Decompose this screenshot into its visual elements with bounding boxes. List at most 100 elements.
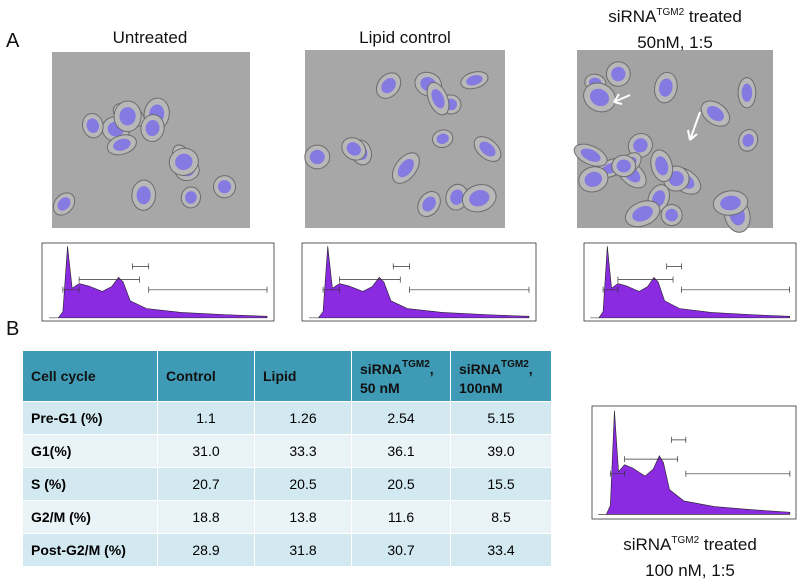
table-body: Pre-G1 (%) 1.1 1.26 2.54 5.15 G1(%) 31.0 33.3 36… — [22, 401, 552, 567]
row-label: S (%) — [22, 467, 158, 501]
header-cell: Cell cycle — [22, 350, 158, 402]
caption-sup: TGM2 — [671, 535, 700, 546]
nucleus — [217, 180, 232, 194]
table-cell: 20.5 — [351, 467, 451, 501]
microscopy-image — [304, 50, 505, 228]
table-row: S (%) 20.7 20.5 20.5 15.5 — [22, 467, 552, 501]
table-cell: 33.3 — [254, 434, 352, 468]
table-cell: 20.5 — [254, 467, 352, 501]
table-row: Post-G2/M (%) 28.9 31.8 30.7 33.4 — [22, 533, 552, 567]
gate-marker — [610, 470, 625, 477]
nucleus — [742, 133, 754, 147]
header-sup: TGM2 — [501, 358, 529, 370]
panel-label: A — [6, 30, 20, 52]
table-row: G1(%) 31.0 33.3 36.1 39.0 — [22, 434, 552, 468]
table-cell: 8.5 — [450, 500, 552, 534]
gate-marker — [409, 286, 530, 293]
table-cell: 31.0 — [157, 434, 255, 468]
header-text: siRNA — [360, 360, 403, 377]
table-cell: 2.54 — [351, 401, 451, 435]
gate-marker — [322, 286, 340, 293]
nucleus — [175, 153, 193, 170]
gate-marker — [681, 286, 790, 293]
table-cell: 15.5 — [450, 467, 552, 501]
gate-marker — [148, 286, 268, 293]
gate-marker — [132, 263, 150, 270]
arrow — [613, 93, 631, 105]
nucleus — [616, 159, 631, 173]
nucleus — [633, 138, 648, 153]
table-cell: 39.0 — [450, 434, 552, 468]
histogram-fill — [48, 246, 267, 318]
nucleus — [706, 106, 724, 122]
nucleus — [136, 186, 151, 205]
header-text: , — [429, 360, 434, 377]
nucleus — [589, 88, 610, 107]
table-cell: 1.1 — [157, 401, 255, 435]
nucleus — [185, 191, 197, 204]
nucleus — [381, 78, 396, 94]
header-text: siRNA — [459, 360, 502, 377]
nucleus — [346, 142, 361, 156]
gate-marker — [78, 276, 140, 283]
nucleus — [741, 83, 753, 102]
gate-marker — [617, 276, 674, 283]
nucleus — [436, 133, 449, 144]
nucleus — [119, 107, 136, 126]
header-text: , — [528, 360, 533, 377]
table-cell: 28.9 — [157, 533, 255, 567]
cell-cycle-table: Cell cycle Control Lipid siRNATGM2, 50 nM… — [22, 350, 552, 567]
nucleus — [632, 206, 653, 222]
table-cell: 5.15 — [450, 401, 552, 435]
nucleus — [479, 141, 496, 157]
caption-sup: TGM2 — [656, 7, 685, 18]
nucleus — [450, 189, 464, 205]
histogram — [591, 405, 797, 520]
table-row: Pre-G1 (%) 1.1 1.26 2.54 5.15 — [22, 401, 552, 435]
table-cell: 13.8 — [254, 500, 352, 534]
nucleus — [720, 195, 741, 211]
histogram-fill — [590, 246, 789, 318]
header-cell: Control — [157, 350, 255, 402]
table-cell: 31.8 — [254, 533, 352, 567]
nucleus — [86, 118, 99, 133]
caption-text: treated — [684, 7, 742, 26]
nucleus — [422, 196, 436, 212]
caption-text: treated — [699, 535, 757, 554]
nucleus — [655, 156, 669, 176]
nucleus — [580, 148, 601, 162]
header-text: 100nM — [459, 379, 503, 396]
histogram — [301, 242, 537, 322]
nucleus — [113, 138, 131, 151]
image-caption: Untreated — [112, 28, 188, 47]
caption-text: 50nM, 1:5 — [637, 33, 713, 52]
gate-marker — [685, 470, 791, 477]
caption-text: siRNA — [608, 7, 657, 26]
gate-marker — [602, 286, 619, 293]
header-cell: siRNATGM2, 50 nM — [351, 350, 451, 402]
row-label: G2/M (%) — [22, 500, 158, 534]
header-cell: Lipid — [254, 350, 352, 402]
header-cell: siRNATGM2, 100nM — [450, 350, 552, 402]
header-row: Cell cycle Control Lipid siRNATGM2, 50 nM… — [22, 350, 552, 402]
nucleus — [659, 78, 673, 97]
header-sup: TGM2 — [402, 358, 430, 370]
arrow — [687, 111, 701, 141]
row-label: G1(%) — [22, 434, 158, 468]
nucleus — [469, 190, 490, 207]
nucleus — [665, 208, 678, 222]
nucleus — [584, 171, 603, 187]
histogram — [583, 242, 797, 322]
nucleus — [466, 75, 483, 86]
caption-text: 100 nM, 1:5 — [645, 561, 735, 580]
image-caption: Lipid control — [359, 28, 451, 47]
bottom-caption: siRNATGM2 treated 100 nM, 1:5 — [590, 528, 790, 584]
nucleus — [145, 120, 160, 137]
table-cell: 30.7 — [351, 533, 451, 567]
gate-marker — [339, 276, 401, 283]
gate-marker — [666, 263, 682, 270]
gate-marker — [624, 456, 679, 463]
nucleus — [309, 149, 325, 165]
